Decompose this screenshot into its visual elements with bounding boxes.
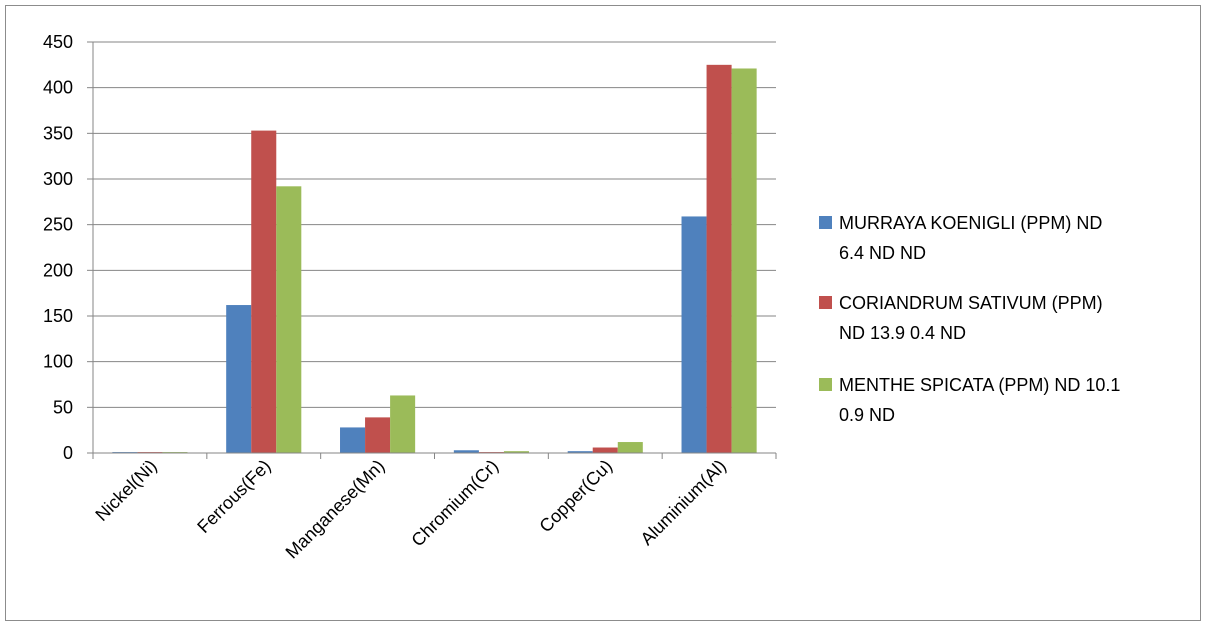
- legend: MURRAYA KOENIGLI (PPM) ND 6.4 ND ND CORIAN…: [819, 213, 1120, 425]
- gridlines: [93, 41, 776, 408]
- legend-label: 6.4 ND ND: [839, 243, 926, 263]
- y-tick-label: 400: [43, 78, 73, 98]
- bar: [503, 451, 529, 453]
- x-tick-label: Chromium(Cr): [407, 456, 502, 551]
- y-tick-label: 100: [43, 352, 73, 372]
- y-tick-label: 50: [53, 397, 73, 417]
- bar: [365, 417, 391, 453]
- legend-label: MURRAYA KOENIGLI (PPM) ND: [839, 213, 1102, 233]
- bar: [681, 216, 707, 453]
- legend-label: CORIANDRUM SATIVUM (PPM): [839, 293, 1103, 313]
- bars: [112, 64, 757, 454]
- bar: [390, 395, 416, 453]
- y-tick-label: 0: [63, 443, 73, 463]
- legend-swatch: [819, 378, 832, 391]
- x-tick-label: Copper(Cu): [535, 456, 616, 537]
- y-tick-label: 250: [43, 215, 73, 235]
- chart-frame: [5, 5, 1201, 621]
- bar: [592, 447, 618, 453]
- bar: [276, 186, 302, 453]
- bar: [251, 130, 277, 454]
- y-tick-label: 450: [43, 32, 73, 52]
- x-tick-labels: Nickel(Ni) Ferrous(Fe) Manganese(Mn) Chromi…: [91, 456, 729, 563]
- bar: [453, 450, 479, 453]
- legend-swatch: [819, 216, 832, 229]
- y-tick-label: 350: [43, 123, 73, 143]
- bar: [706, 64, 732, 453]
- bar: [617, 442, 643, 453]
- y-tick-label: 300: [43, 169, 73, 189]
- y-tick-label: 150: [43, 306, 73, 326]
- bar: [731, 68, 757, 453]
- bar: [226, 305, 252, 453]
- x-tick-label: Manganese(Mn): [282, 456, 389, 563]
- bar: [567, 451, 593, 453]
- bar: [340, 427, 366, 453]
- x-tick-label: Ferrous(Fe): [193, 456, 274, 537]
- y-tick-label: 200: [43, 260, 73, 280]
- legend-label: ND 13.9 0.4 ND: [839, 323, 966, 343]
- axes: [87, 41, 777, 459]
- y-tick-labels: 0 50 100 150 200 250 300 350 400 450: [43, 32, 73, 463]
- x-tick-label: Aluminium(Al): [637, 456, 730, 549]
- x-tick-label: Nickel(Ni): [91, 456, 160, 525]
- legend-label: MENTHE SPICATA (PPM) ND 10.1: [839, 375, 1120, 395]
- legend-label: 0.9 ND: [839, 405, 895, 425]
- legend-swatch: [819, 296, 832, 309]
